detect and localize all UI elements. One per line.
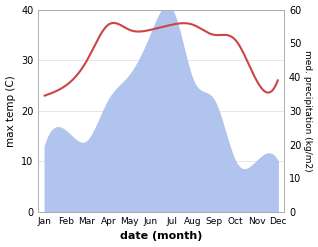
Y-axis label: med. precipitation (kg/m2): med. precipitation (kg/m2) xyxy=(303,50,313,172)
X-axis label: date (month): date (month) xyxy=(120,231,203,242)
Y-axis label: max temp (C): max temp (C) xyxy=(5,75,16,147)
